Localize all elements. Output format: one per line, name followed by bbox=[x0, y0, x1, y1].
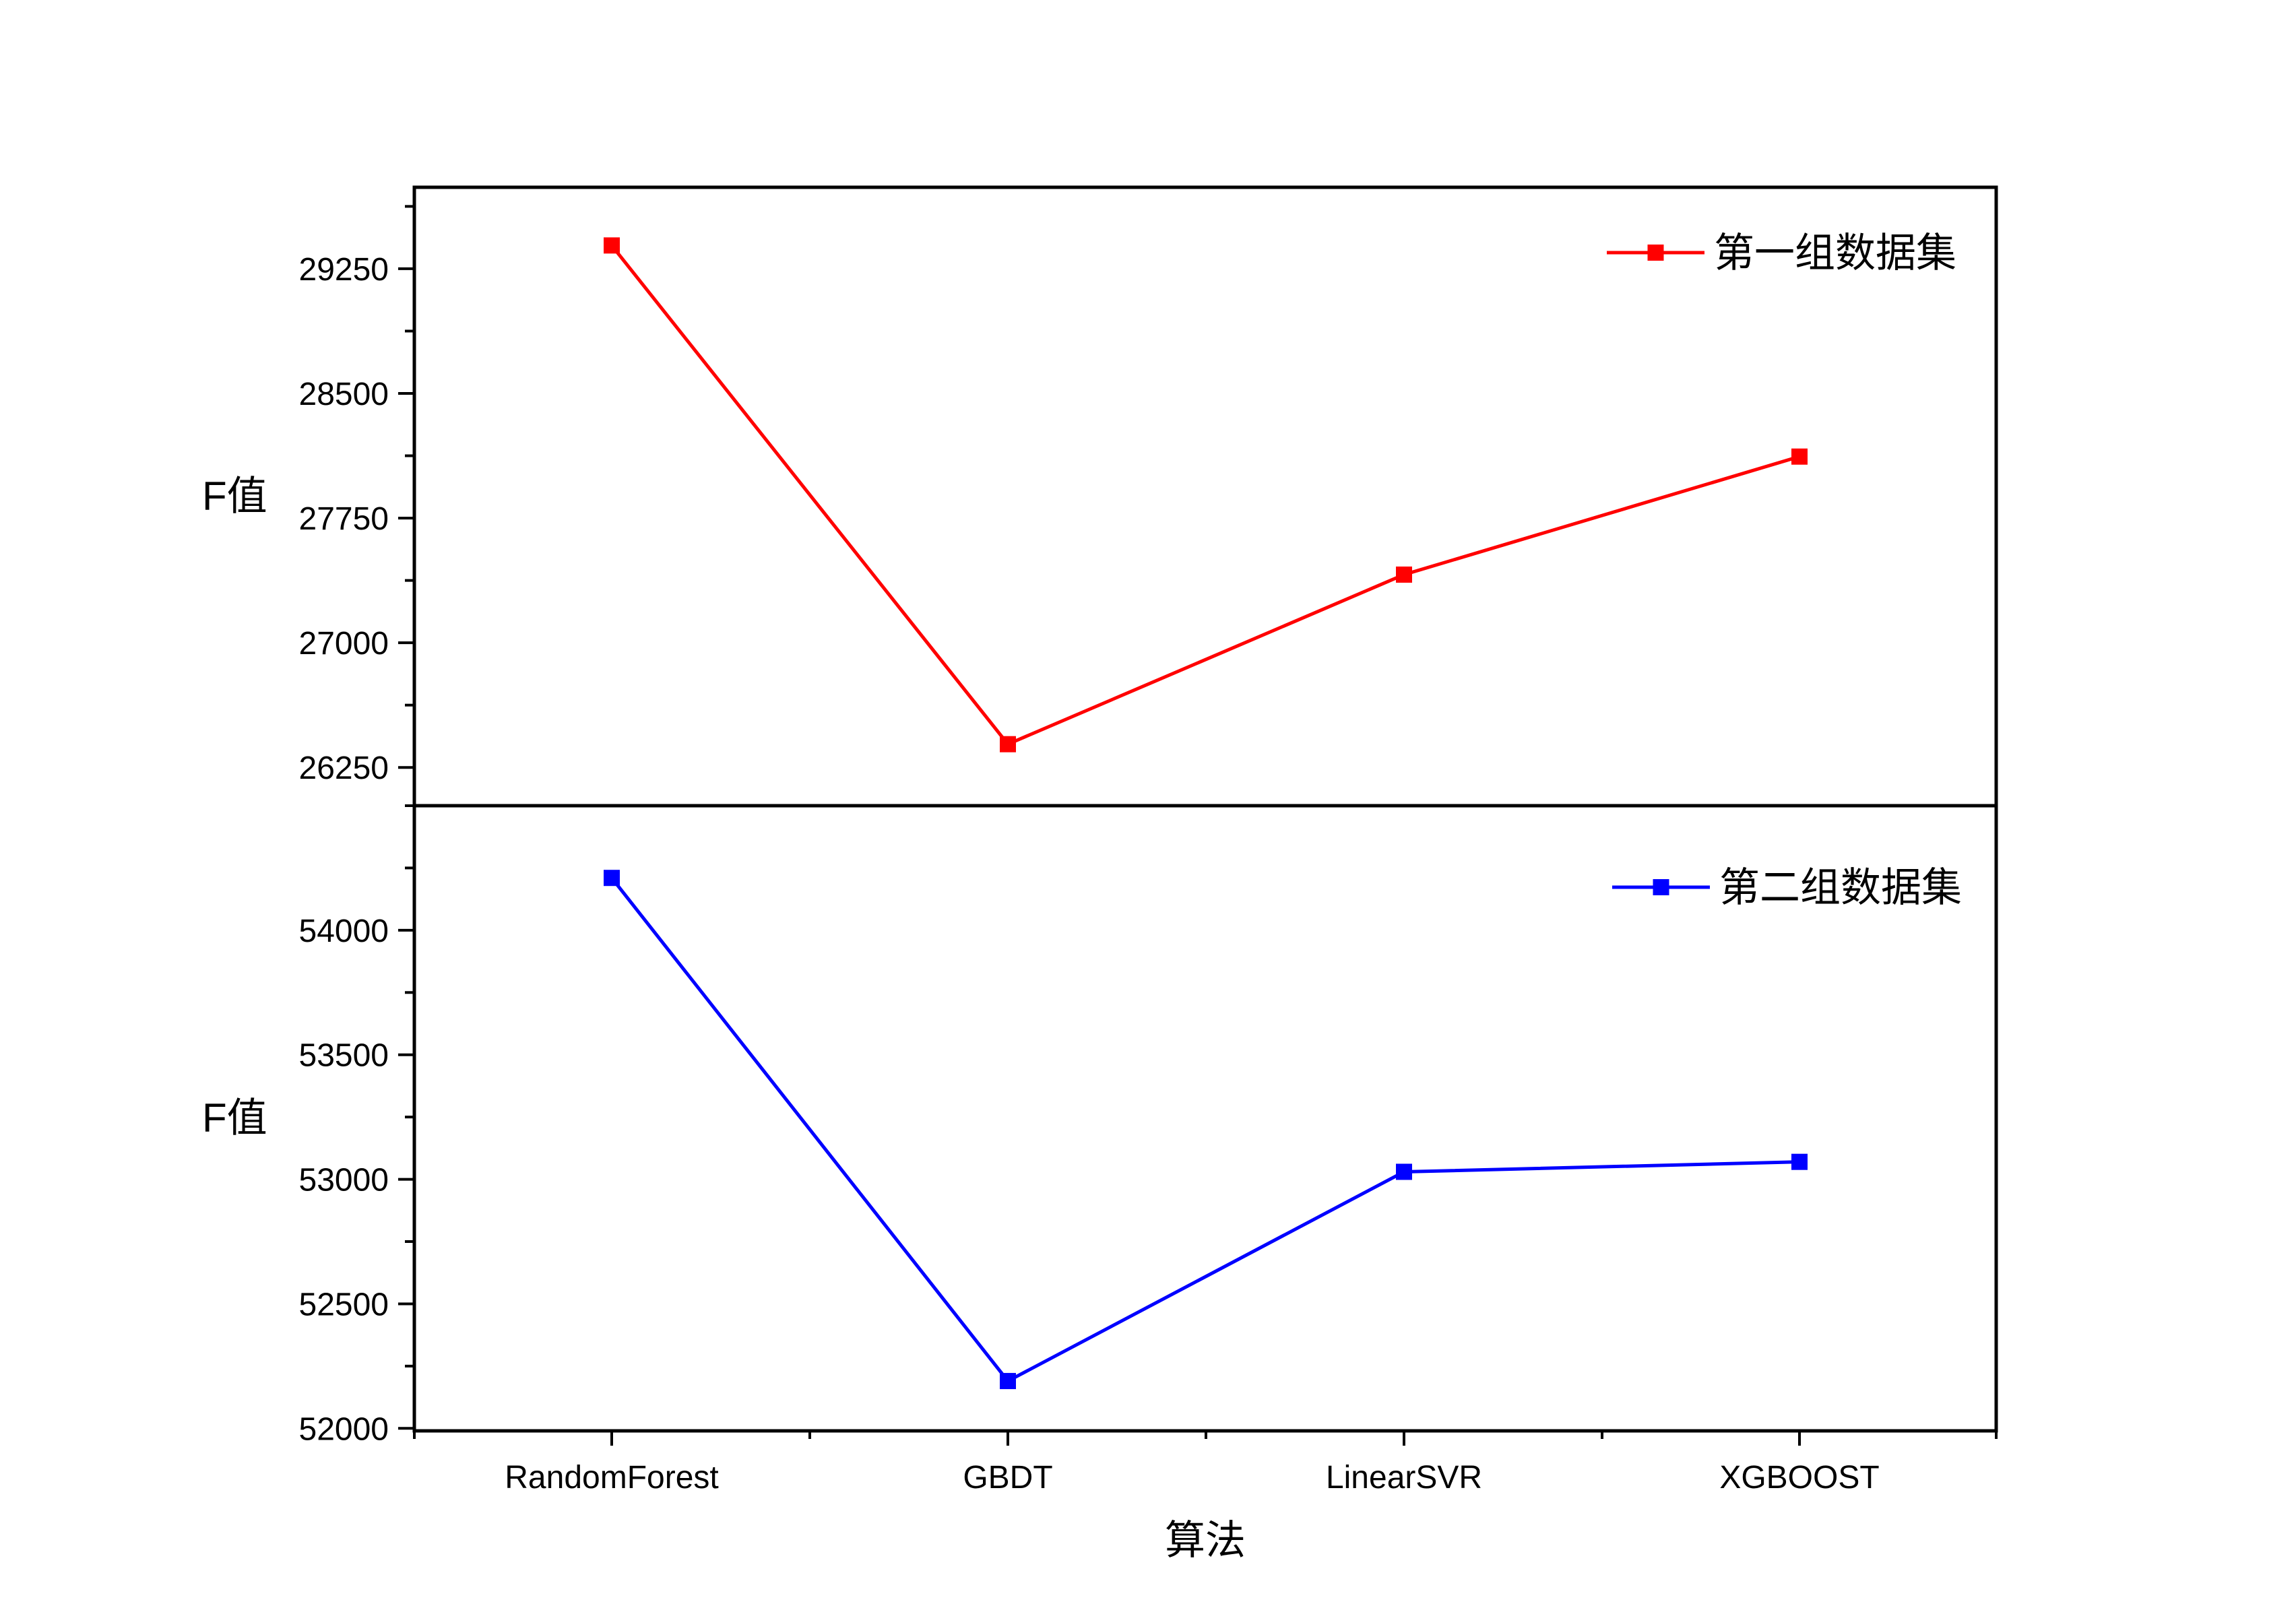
legend-marker bbox=[1647, 245, 1664, 261]
data-point-xgboost bbox=[1791, 1153, 1808, 1170]
legend-label: 第一组数据集 bbox=[1714, 230, 1956, 276]
data-point-gbdt bbox=[1000, 736, 1016, 752]
x-tick-label: LinearSVR bbox=[1326, 1460, 1482, 1496]
y-tick-label: 26250 bbox=[299, 750, 389, 786]
y-tick-label: 52000 bbox=[299, 1411, 389, 1447]
y-tick-label: 53500 bbox=[299, 1038, 389, 1074]
x-axis-title: 算法 bbox=[1165, 1518, 1246, 1563]
series-line-1 bbox=[610, 244, 1800, 746]
y-axis-title: F值 bbox=[202, 1095, 267, 1141]
data-point-randomforest bbox=[604, 237, 620, 254]
data-point-linearsvr bbox=[1396, 1163, 1412, 1180]
data-point-linearsvr bbox=[1396, 566, 1412, 583]
data-point-gbdt bbox=[1000, 1373, 1016, 1390]
y-tick-label: 54000 bbox=[299, 913, 389, 949]
legend-label: 第二组数据集 bbox=[1719, 865, 1962, 910]
series-line-2 bbox=[610, 876, 1800, 1384]
legend-marker bbox=[1653, 879, 1669, 895]
data-point-randomforest bbox=[604, 870, 620, 887]
panel-1: 26250 27000 27750 28500 29250 F值 第一组数据集 bbox=[202, 185, 1998, 808]
x-tick-label: RandomForest bbox=[505, 1460, 718, 1496]
x-tick-label: XGBOOST bbox=[1719, 1460, 1879, 1496]
y-tick-label: 28500 bbox=[299, 377, 389, 412]
y-tick-label: 53000 bbox=[299, 1163, 389, 1198]
y-tick-label: 29250 bbox=[299, 252, 389, 288]
y-tick-label: 27750 bbox=[299, 501, 389, 537]
y-tick-label: 27000 bbox=[299, 626, 389, 662]
data-point-xgboost bbox=[1791, 448, 1808, 465]
x-tick-label: GBDT bbox=[963, 1460, 1052, 1496]
legend: 第一组数据集 bbox=[1607, 230, 1956, 276]
legend: 第二组数据集 bbox=[1612, 865, 1962, 910]
y-axis-title: F值 bbox=[202, 474, 267, 519]
y-tick-label: 52500 bbox=[299, 1287, 389, 1322]
panel-2: 52000 52500 53000 53500 54000 F值 第二组数据集 RandomF… bbox=[202, 804, 1998, 1563]
